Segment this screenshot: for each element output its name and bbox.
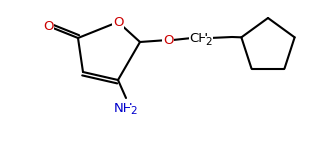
Text: O: O [163,33,173,46]
Text: NH: NH [114,102,134,115]
Text: 2: 2 [206,37,212,47]
Text: CH: CH [189,32,209,45]
Text: O: O [43,19,53,32]
Text: 2: 2 [131,106,137,116]
Text: O: O [113,15,123,28]
